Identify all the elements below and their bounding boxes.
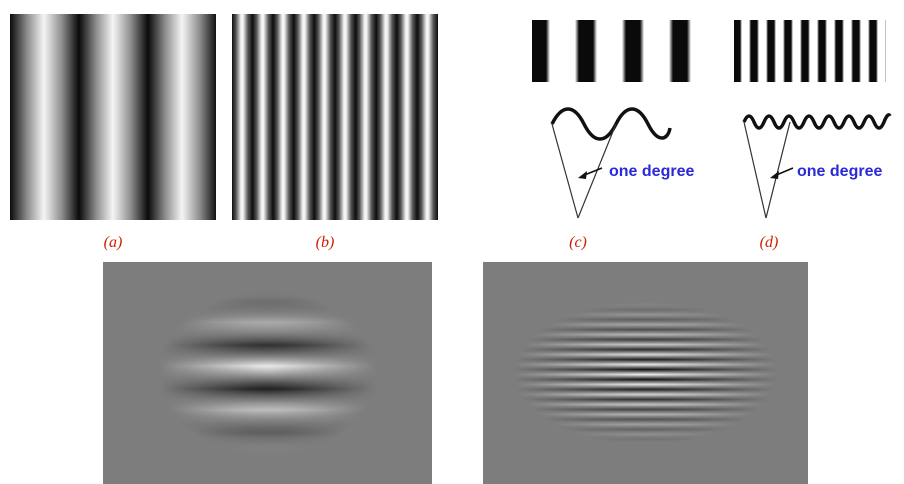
angle-line-right-c bbox=[577, 123, 617, 219]
angle-line-right-d bbox=[765, 121, 791, 219]
gabor-stripes-low bbox=[103, 262, 432, 484]
angle-line-left-d bbox=[743, 121, 767, 219]
arrowhead-d bbox=[770, 171, 779, 179]
low-frequency-grating-a bbox=[10, 14, 216, 220]
arrowhead-c bbox=[578, 171, 587, 179]
high-frequency-gabor-patch bbox=[483, 262, 808, 484]
low-frequency-gabor-patch bbox=[103, 262, 432, 484]
angle-line-left-c bbox=[551, 123, 579, 219]
panel-label-a: (a) bbox=[103, 234, 123, 251]
arrow-c bbox=[581, 167, 603, 177]
sample-grating-d bbox=[734, 20, 886, 82]
sine-wave-c bbox=[550, 107, 672, 141]
high-frequency-grating-b bbox=[232, 14, 438, 220]
panel-label-d: (d) bbox=[759, 234, 779, 251]
one-degree-label-c: one degree bbox=[609, 163, 694, 180]
gabor-stripes-high bbox=[483, 262, 808, 484]
panel-label-b: (b) bbox=[315, 234, 335, 251]
sine-wave-d bbox=[742, 113, 892, 130]
sample-grating-c bbox=[532, 20, 702, 82]
panel-label-c: (c) bbox=[569, 234, 587, 251]
arrow-d bbox=[773, 167, 794, 177]
one-degree-label-d: one degree bbox=[797, 163, 882, 180]
